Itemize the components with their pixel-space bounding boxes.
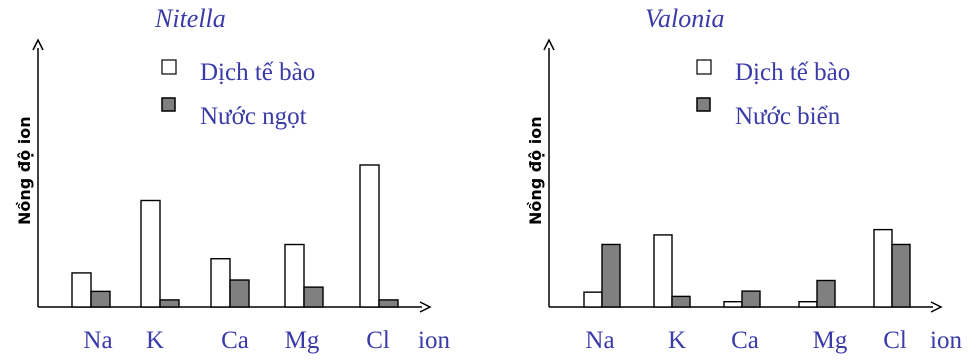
legend-swatch-icon (161, 97, 176, 112)
x-axis-arrow-icon (419, 301, 432, 313)
bar-nitella-mg-cell (284, 243, 305, 308)
x-tick-label-k: K (668, 327, 686, 354)
legend-cell-fluid: Dịch tế bào (735, 59, 850, 86)
bar-valonia-na-cell (583, 291, 603, 308)
legend-swatch-icon (161, 59, 177, 75)
x-axis-arrow-icon (930, 301, 943, 313)
x-tick-label-ca: Ca (221, 327, 249, 354)
legend-swatch-icon (696, 59, 712, 75)
x-tick-label-mg: Mg (813, 327, 848, 354)
x-axis-label: ion (418, 327, 450, 354)
bar-valonia-ca-cell (723, 301, 743, 308)
legend-fresh-water: Nước ngọt (200, 103, 307, 130)
bar-nitella-na-cell (71, 272, 92, 308)
bar-nitella-k-cell (140, 199, 161, 308)
x-tick-label-na: Na (83, 327, 112, 354)
bar-valonia-k-cell (653, 234, 673, 308)
bar-nitella-na-water (90, 290, 111, 308)
x-tick-label-cl: Cl (883, 327, 907, 354)
x-tick-label-ca: Ca (731, 327, 759, 354)
y-axis-label: Nồng độ ion (15, 116, 34, 225)
x-tick-label-k: K (146, 327, 164, 354)
bar-valonia-cl-water (891, 243, 911, 308)
x-tick-label-na: Na (585, 327, 614, 354)
bar-nitella-mg-water (303, 286, 324, 308)
bar-valonia-k-water (671, 295, 691, 308)
bar-valonia-cl-cell (873, 228, 893, 308)
title-nitella: Nitella (154, 4, 226, 33)
chart-panel-valonia: Valonia Nồng độ ion Dịch tế bào Nước biển Na… (526, 4, 962, 354)
y-axis-arrow-icon (543, 38, 555, 51)
x-axis-label: ion (930, 327, 962, 354)
bar-nitella-k-water (159, 299, 180, 308)
bar-valonia-ca-water (741, 290, 761, 308)
legend-cell-fluid: Dịch tế bào (200, 59, 315, 86)
y-axis-label: Nồng độ ion (526, 116, 545, 225)
bar-valonia-na-water (601, 243, 621, 308)
legend-swatch-icon (696, 97, 711, 112)
bar-nitella-ca-water (229, 279, 250, 308)
x-tick-label-cl: Cl (366, 327, 390, 354)
x-tick-label-mg: Mg (285, 327, 320, 354)
bar-valonia-mg-water (816, 279, 836, 308)
bar-nitella-cl-cell (359, 164, 380, 308)
bar-valonia-mg-cell (798, 301, 818, 308)
bar-nitella-cl-water (378, 299, 399, 308)
legend-sea-water: Nước biển (735, 103, 841, 130)
title-valonia: Valonia (645, 4, 724, 33)
y-axis-arrow-icon (32, 38, 44, 51)
bar-nitella-ca-cell (210, 258, 231, 308)
chart-panel-nitella: Nitella Nồng độ ion Dịch tế bào Nước ngọt Na… (15, 4, 450, 354)
